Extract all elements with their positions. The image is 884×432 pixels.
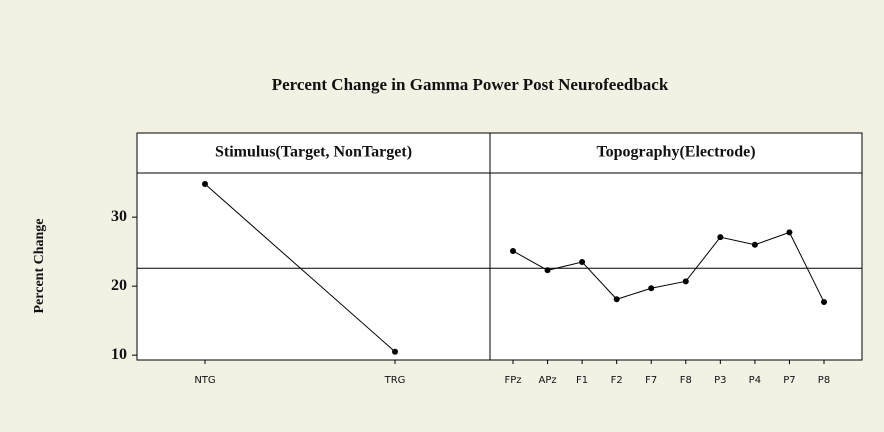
y-axis-label: Percent Change xyxy=(32,219,47,314)
x-tick-label: F1 xyxy=(576,375,588,386)
panel-title: Topography(Electrode) xyxy=(596,144,755,161)
series-line xyxy=(204,183,396,353)
point xyxy=(682,278,689,285)
x-tick-label: F7 xyxy=(645,375,657,386)
x-tick-label: NTG xyxy=(194,375,215,386)
point xyxy=(544,267,551,274)
point xyxy=(717,234,724,241)
chart-title: Percent Change in Gamma Power Post Neuro… xyxy=(272,75,669,94)
x-tick-label: P8 xyxy=(818,375,830,386)
point xyxy=(751,241,758,248)
panel-title: Stimulus(Target, NonTarget) xyxy=(215,144,412,161)
x-tick-label: P7 xyxy=(783,375,795,386)
y-tick-label: 30 xyxy=(111,208,127,225)
point xyxy=(821,299,827,306)
point xyxy=(648,285,655,292)
y-tick-label: 10 xyxy=(111,346,127,363)
plot-frame xyxy=(136,132,863,361)
series-line xyxy=(512,231,825,303)
x-tick-label: TRG xyxy=(384,375,406,386)
x-tick-label: F8 xyxy=(680,375,692,386)
point xyxy=(510,247,516,254)
point xyxy=(613,296,620,303)
x-tick-label: APz xyxy=(538,375,556,386)
x-tick-label: P4 xyxy=(749,375,761,386)
point xyxy=(579,259,586,266)
point xyxy=(202,181,208,188)
point xyxy=(786,229,793,236)
x-tick-label: P3 xyxy=(714,375,726,386)
y-tick-label: 20 xyxy=(111,277,127,294)
x-tick-label: F2 xyxy=(611,375,623,386)
point xyxy=(392,348,398,355)
x-tick-label: FPz xyxy=(504,375,521,386)
